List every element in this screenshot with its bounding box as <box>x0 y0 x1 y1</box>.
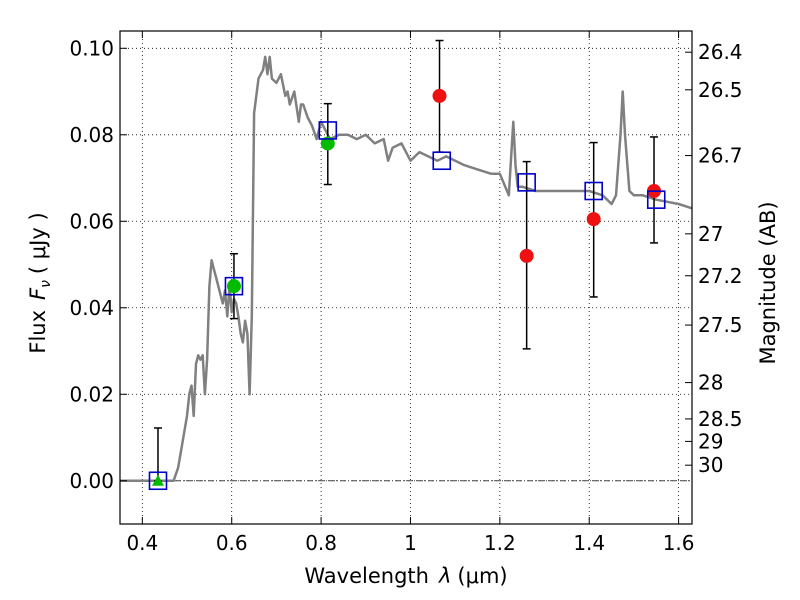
x-axis-label: Wavelength λ (μm) <box>304 564 507 588</box>
x-tick-label: 1 <box>404 531 417 555</box>
mag-tick-label: 28 <box>698 371 723 395</box>
model-spectrum-layer <box>120 55 693 483</box>
y-tick-label: 0.10 <box>69 36 114 60</box>
x-axis-ticks: 0.4 0.6 0.8 1 1.2 1.4 1.6 <box>126 31 695 555</box>
mag-tick-label: 26.5 <box>698 78 743 102</box>
model-flux-boxes <box>148 121 666 491</box>
green-detection-triangle <box>151 474 164 486</box>
mag-tick-label: 26.4 <box>698 40 743 64</box>
model-flux-box <box>517 173 536 192</box>
x-tick-label: 0.6 <box>216 531 248 555</box>
mag-tick-label: 30 <box>698 453 723 477</box>
y-tick-label: 0.00 <box>69 469 114 493</box>
model-flux-box <box>318 121 338 140</box>
mag-tick-label: 27.2 <box>698 264 743 288</box>
x-tick-label: 1.2 <box>484 531 516 555</box>
error-bars <box>153 39 659 482</box>
green-detection-point <box>226 279 241 294</box>
mag-tick-label: 27 <box>698 222 723 246</box>
red-detection-point <box>519 248 534 263</box>
grid <box>120 31 692 524</box>
model-flux-box <box>148 471 168 491</box>
x-tick-label: 0.8 <box>305 531 337 555</box>
green-detection-point <box>320 136 335 151</box>
x-tick-label: 1.6 <box>663 531 695 555</box>
y-tick-label: 0.02 <box>69 382 114 406</box>
y-tick-label: 0.04 <box>69 296 114 320</box>
y-tick-label: 0.06 <box>69 209 114 233</box>
mag-tick-label: 27.5 <box>698 313 743 337</box>
y-axis-ticks: 0.00 0.02 0.04 0.06 0.08 0.10 <box>69 36 127 493</box>
mag-tick-label: 28.5 <box>698 407 743 431</box>
model-spectrum-line <box>120 55 693 483</box>
red-detection-point <box>432 88 447 103</box>
model-flux-box <box>646 190 666 209</box>
magnitude-axis-label: Magnitude (AB) <box>756 201 780 364</box>
model-flux-box <box>584 181 603 201</box>
detection-points <box>151 88 662 486</box>
mag-tick-label: 29 <box>698 429 723 453</box>
y-tick-label: 0.08 <box>69 123 114 147</box>
mag-tick-label: 26.7 <box>698 144 743 168</box>
model-flux-box <box>224 276 244 296</box>
x-tick-label: 1.4 <box>573 531 605 555</box>
y-axis-label: FluxFν( μJy ) <box>26 212 54 353</box>
model-flux-box <box>432 151 452 171</box>
plot-frame <box>119 30 693 525</box>
red-detection-point <box>586 212 601 227</box>
x-tick-label: 0.4 <box>126 531 158 555</box>
